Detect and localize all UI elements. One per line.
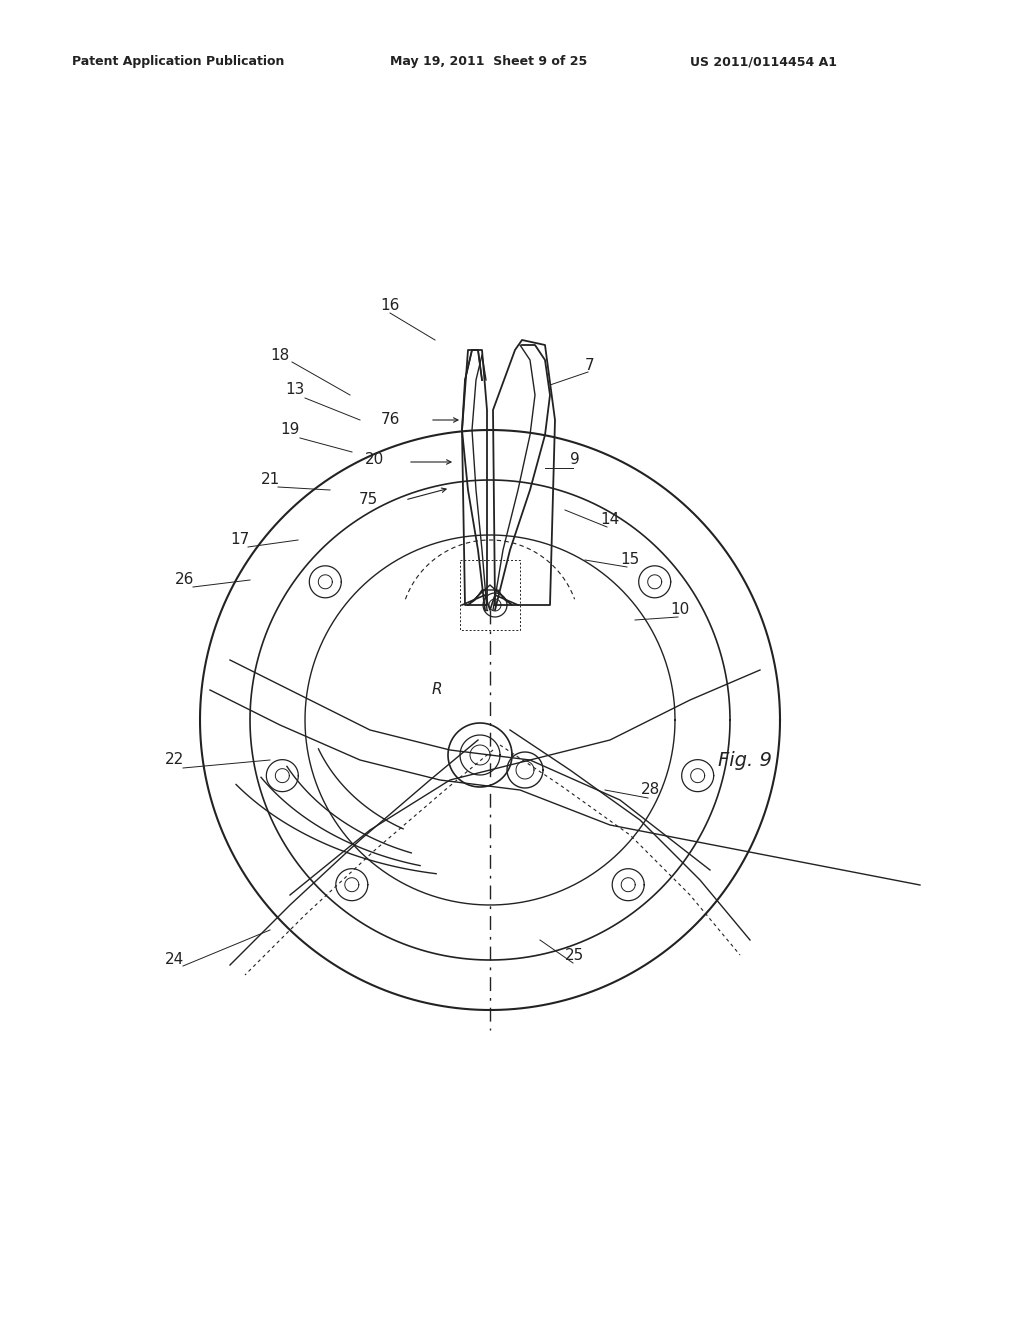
Text: 18: 18 <box>270 347 290 363</box>
Text: 28: 28 <box>640 783 659 797</box>
Text: 19: 19 <box>281 422 300 437</box>
Text: Patent Application Publication: Patent Application Publication <box>72 55 285 69</box>
Text: 13: 13 <box>286 383 305 397</box>
Text: 9: 9 <box>570 453 580 467</box>
Text: US 2011/0114454 A1: US 2011/0114454 A1 <box>690 55 837 69</box>
Text: 25: 25 <box>565 948 585 962</box>
Text: 7: 7 <box>585 358 595 372</box>
Text: 22: 22 <box>165 752 184 767</box>
Text: 26: 26 <box>175 573 195 587</box>
Text: 17: 17 <box>230 532 250 548</box>
Text: 16: 16 <box>380 297 399 313</box>
Text: 24: 24 <box>165 953 184 968</box>
Text: 75: 75 <box>358 492 378 507</box>
Text: Fig. 9: Fig. 9 <box>718 751 772 770</box>
Text: 10: 10 <box>671 602 689 618</box>
Text: 76: 76 <box>380 412 399 428</box>
Text: 14: 14 <box>600 512 620 528</box>
Text: 15: 15 <box>621 553 640 568</box>
Text: R: R <box>432 682 442 697</box>
Text: May 19, 2011  Sheet 9 of 25: May 19, 2011 Sheet 9 of 25 <box>390 55 587 69</box>
Text: 20: 20 <box>366 453 385 467</box>
Text: 21: 21 <box>260 473 280 487</box>
